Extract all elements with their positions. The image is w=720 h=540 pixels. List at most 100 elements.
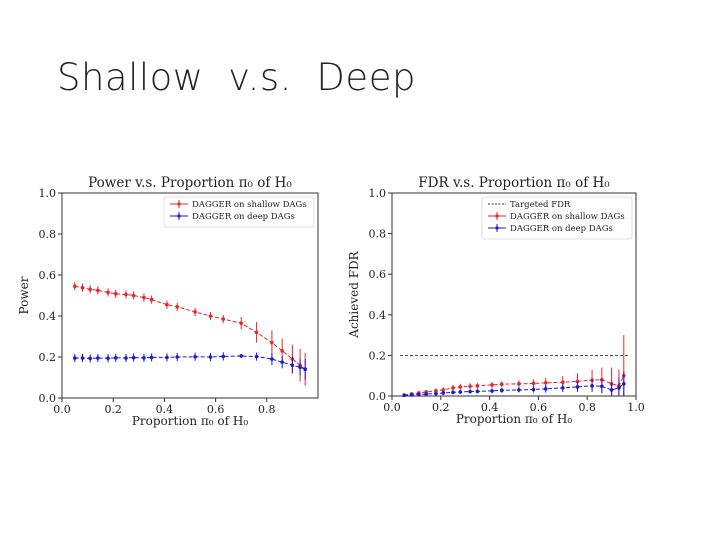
series-line [74,285,306,370]
legend: DAGGER on shallow DAGs DAGGER on deep DAG… [163,196,315,228]
legend-swatch-marker [177,214,181,218]
data-point [517,388,521,392]
data-point [575,379,580,384]
x-tick-label: 1.0 [627,401,645,414]
data-point [88,356,92,361]
data-point [622,382,626,386]
y-tick-label: 0.8 [39,228,57,241]
fdr-chart: FDR v.s. Proportion π₀ of H₀ 0.0 0.2 0.4 0.6… [347,175,645,426]
data-point [239,321,243,325]
data-point [270,357,274,361]
data-point [142,356,146,360]
data-point [458,385,463,389]
x-axis-label: Proportion π₀ of H₀ [132,414,249,428]
data-point [193,354,197,359]
x-tick-label: 0.8 [578,401,596,414]
data-point [517,382,521,386]
data-point [451,386,455,390]
data-point [441,391,446,395]
x-tick-label: 0.2 [104,403,122,416]
data-point [142,295,146,300]
data-point [280,349,284,353]
plot-frame [61,192,319,399]
data-point [73,284,77,289]
data-point [80,285,85,290]
data-point [500,388,504,393]
data-point [451,390,455,395]
data-point [561,386,565,390]
data-point [458,390,463,394]
data-point [131,355,136,360]
legend-swatch-marker [495,226,499,230]
power-chart: Power v.s. Proportion π₀ of H₀ 0.0 0.2 0.4 0… [17,175,319,428]
data-point [561,380,565,384]
data-point [609,388,614,392]
data-point [124,292,128,297]
y-tick-label: 1.0 [369,187,387,200]
data-point [543,381,548,385]
x-axis-label: Proportion π₀ of H₀ [456,412,573,426]
data-point [165,355,169,360]
y-tick-label: 0.4 [369,309,387,322]
y-tick-label: 0.2 [39,351,57,364]
data-point [298,365,302,370]
data-point [254,354,259,359]
data-point [131,293,136,298]
x-tick-label: 0.6 [207,403,225,416]
data-point [490,389,494,393]
data-point [96,356,100,360]
data-point [106,356,110,361]
data-point [221,354,226,359]
y-tick-label: 1.0 [39,187,57,200]
data-point [434,389,438,393]
data-point [88,287,92,292]
data-point [434,391,438,396]
data-point [531,387,536,392]
y-tick-label: 0.6 [39,269,57,282]
legend-swatch-marker [177,202,181,206]
x-tick-label: 0.6 [530,401,548,414]
data-point [543,387,548,391]
data-point [424,392,428,396]
legend-box [481,196,633,240]
legend-box [163,196,315,228]
data-point [590,384,594,388]
data-point [617,386,621,390]
series-deep [73,352,308,380]
data-point [490,383,494,387]
data-point [500,382,504,387]
chart-title: FDR v.s. Proportion π₀ of H₀ [418,175,610,191]
data-point [468,384,472,389]
data-point [221,317,226,321]
legend-label: Targeted FDR [510,200,571,210]
data-point [165,302,169,307]
y-tick-label: 0.6 [369,268,387,281]
data-point [106,290,110,295]
y-tick-label: 0.0 [369,390,387,403]
series-line [404,383,625,396]
data-point [600,384,604,389]
legend-label: DAGGER on shallow DAGs [510,212,625,222]
data-point [475,389,480,394]
data-point [409,393,414,397]
y-tick-label: 0.4 [39,310,57,323]
y-tick-label: 0.2 [369,349,387,362]
data-point [175,304,179,309]
x-tick-label: 0.8 [258,403,276,416]
data-point [531,381,536,386]
data-point [73,356,77,360]
x-tick-label: 0.4 [481,401,499,414]
y-axis-label: Power [17,276,31,314]
legend: Targeted FDR DAGGER on shallow DAGs DAGGER… [481,196,633,240]
data-point [402,393,406,398]
x-tick-label: 0.0 [53,403,71,416]
data-point [468,389,472,394]
y-axis-label: Achieved FDR [347,250,361,338]
data-point [149,297,154,302]
legend-swatch-marker [495,214,499,218]
series-line [404,375,625,396]
data-point [290,363,295,367]
data-point [254,330,259,335]
data-point [96,288,100,293]
y-tick-label: 0.8 [369,228,387,241]
